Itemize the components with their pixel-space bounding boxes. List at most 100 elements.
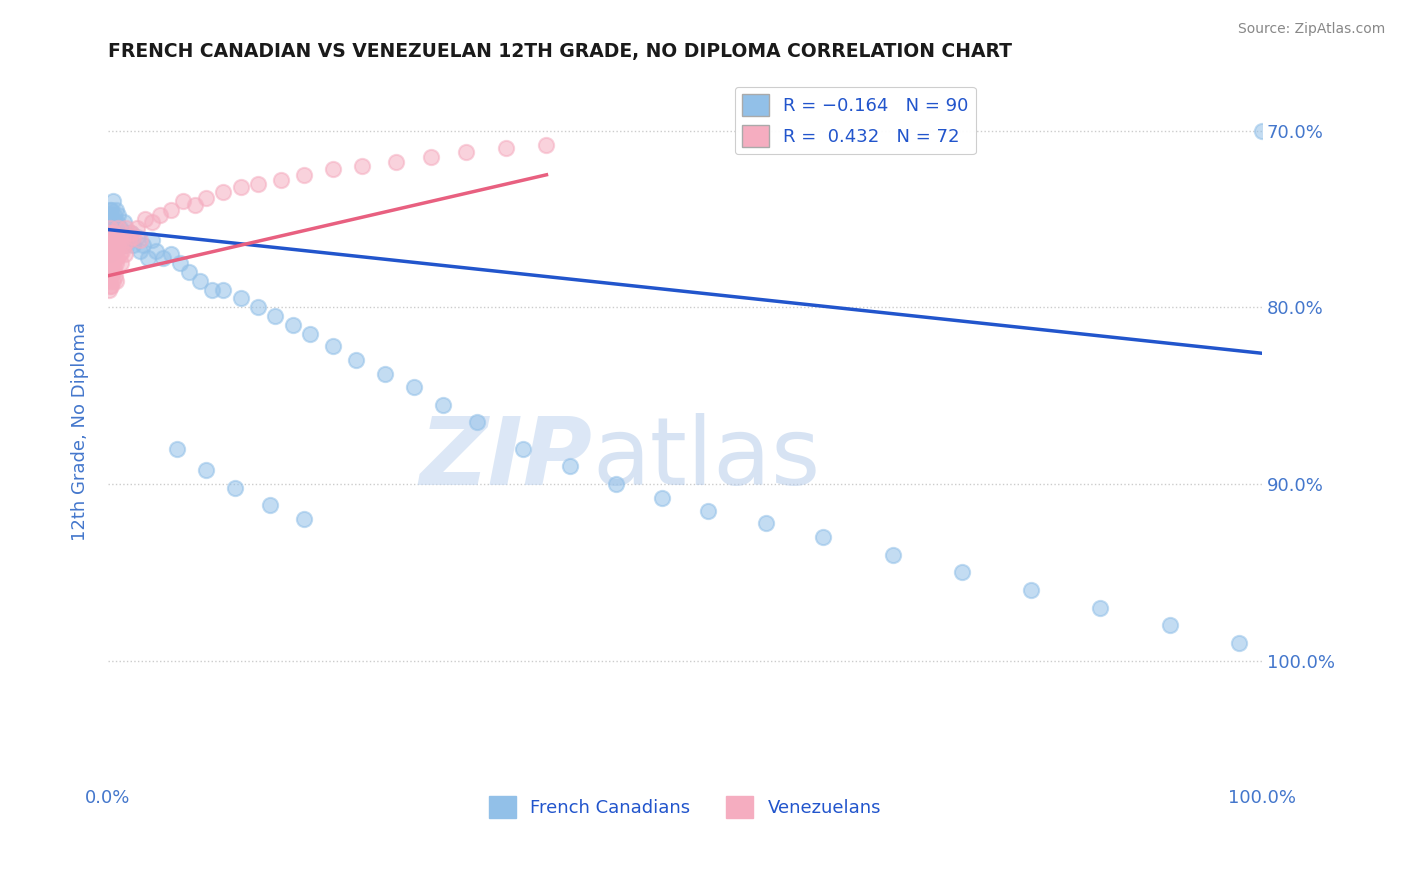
Text: atlas: atlas xyxy=(593,413,821,505)
Point xyxy=(98,283,121,297)
Point xyxy=(100,256,122,270)
Point xyxy=(1159,618,1181,632)
Point xyxy=(160,203,183,218)
Point xyxy=(292,512,315,526)
Point xyxy=(103,233,125,247)
Point xyxy=(259,498,281,512)
Point xyxy=(246,177,269,191)
Point xyxy=(420,150,443,164)
Point xyxy=(264,309,287,323)
Point xyxy=(432,397,454,411)
Point xyxy=(212,186,235,200)
Point xyxy=(104,229,127,244)
Point xyxy=(120,226,142,240)
Point xyxy=(183,198,205,212)
Point xyxy=(104,251,127,265)
Point xyxy=(100,268,122,283)
Point xyxy=(100,233,122,247)
Point xyxy=(1227,636,1250,650)
Point xyxy=(103,226,125,240)
Point xyxy=(1090,600,1112,615)
Point xyxy=(98,236,121,251)
Point xyxy=(160,247,183,261)
Point xyxy=(98,268,121,283)
Point xyxy=(465,415,488,429)
Point xyxy=(98,274,121,288)
Point xyxy=(98,238,121,252)
Point xyxy=(105,251,128,265)
Point xyxy=(195,463,218,477)
Point xyxy=(98,265,121,279)
Point xyxy=(270,173,292,187)
Point xyxy=(110,238,132,252)
Point xyxy=(229,180,252,194)
Point xyxy=(101,238,124,252)
Point xyxy=(145,244,167,258)
Point xyxy=(495,141,517,155)
Point xyxy=(105,220,128,235)
Point xyxy=(195,191,218,205)
Point xyxy=(201,283,224,297)
Point xyxy=(188,274,211,288)
Point xyxy=(1019,582,1042,597)
Point xyxy=(107,220,129,235)
Point xyxy=(105,233,128,247)
Point xyxy=(115,226,138,240)
Point xyxy=(385,155,408,169)
Point xyxy=(104,215,127,229)
Point xyxy=(100,226,122,240)
Point xyxy=(229,292,252,306)
Point xyxy=(125,229,148,244)
Point xyxy=(98,220,121,235)
Point xyxy=(100,279,122,293)
Point xyxy=(98,233,121,247)
Point xyxy=(950,566,973,580)
Text: Source: ZipAtlas.com: Source: ZipAtlas.com xyxy=(1237,22,1385,37)
Point xyxy=(114,238,136,252)
Point xyxy=(98,244,121,258)
Point xyxy=(122,229,145,244)
Point xyxy=(141,233,163,247)
Point xyxy=(98,251,121,265)
Point xyxy=(129,244,152,258)
Point xyxy=(105,233,128,247)
Text: ZIP: ZIP xyxy=(420,413,593,505)
Point xyxy=(101,211,124,226)
Point xyxy=(166,442,188,456)
Point xyxy=(882,548,904,562)
Point xyxy=(101,247,124,261)
Point xyxy=(322,339,344,353)
Point xyxy=(107,238,129,252)
Point xyxy=(402,380,425,394)
Point xyxy=(454,145,477,159)
Point xyxy=(177,265,200,279)
Point xyxy=(111,238,134,252)
Point xyxy=(122,238,145,252)
Point xyxy=(98,238,121,252)
Point xyxy=(98,203,121,218)
Point xyxy=(98,209,121,223)
Point xyxy=(131,238,153,252)
Point xyxy=(246,301,269,315)
Point xyxy=(558,459,581,474)
Point xyxy=(138,251,160,265)
Point xyxy=(98,247,121,261)
Point xyxy=(813,530,835,544)
Point xyxy=(755,516,778,530)
Point xyxy=(152,251,174,265)
Point xyxy=(100,229,122,244)
Legend: French Canadians, Venezuelans: French Canadians, Venezuelans xyxy=(481,789,889,825)
Point xyxy=(101,226,124,240)
Point xyxy=(110,256,132,270)
Point xyxy=(107,229,129,244)
Point xyxy=(98,222,121,236)
Point xyxy=(98,256,121,270)
Point xyxy=(212,283,235,297)
Point xyxy=(98,220,121,235)
Point xyxy=(103,209,125,223)
Point xyxy=(697,503,720,517)
Point xyxy=(108,233,131,247)
Point xyxy=(103,233,125,247)
Point xyxy=(101,224,124,238)
Point xyxy=(292,168,315,182)
